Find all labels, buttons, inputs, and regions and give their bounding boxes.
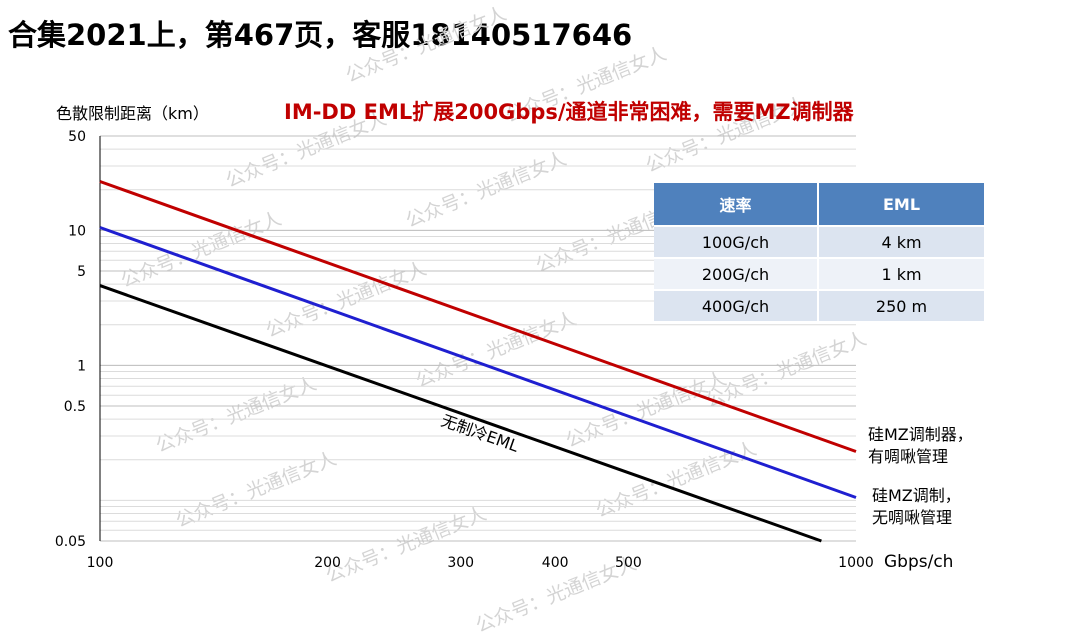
x-axis-label: Gbps/ch	[884, 552, 954, 572]
table-cell: 100G/ch	[654, 225, 819, 257]
y-tick-label: 0.05	[55, 534, 86, 550]
table-cell: 250 m	[819, 289, 984, 321]
series-line-black	[99, 284, 822, 543]
x-tick-label: 200	[314, 555, 341, 571]
y-tick-label: 5	[77, 264, 86, 280]
series-line-blue	[99, 226, 857, 499]
table-cell: 200G/ch	[654, 257, 819, 289]
series-label-line: 有啁啾管理	[868, 447, 949, 466]
series-label-red: 硅MZ调制器， 有啁啾管理	[868, 424, 973, 468]
x-tick-label: 500	[615, 555, 642, 571]
table-cell: 1 km	[819, 257, 984, 289]
table-cell: 400G/ch	[654, 289, 819, 321]
table-row: 400G/ch 250 m	[654, 289, 984, 321]
table-cell: 4 km	[819, 225, 984, 257]
table-header-cell: 速率	[654, 183, 819, 225]
chart-title: IM-DD EML扩展200Gbps/通道非常困难，需要MZ调制器	[284, 100, 854, 124]
x-tick-label: 300	[447, 555, 474, 571]
y-tick-label: 0.5	[64, 399, 86, 415]
table-row: 200G/ch 1 km	[654, 257, 984, 289]
x-tick-label: 100	[87, 555, 114, 571]
series-label-line: 硅MZ调制，	[872, 486, 961, 505]
series-label-black: 无制冷EML	[439, 411, 522, 456]
table-header-row: 速率 EML	[654, 183, 984, 225]
table-row: 100G/ch 4 km	[654, 225, 984, 257]
series-label-line: 硅MZ调制器，	[868, 425, 973, 444]
page-header-title: 合集2021上，第467页，客服18140517646	[8, 18, 633, 52]
x-tick-label: 1000	[838, 555, 874, 571]
y-tick-label: 10	[68, 223, 86, 239]
y-tick-label: 1	[77, 358, 86, 374]
series-label-line: 无啁啾管理	[872, 508, 953, 527]
series-line-red	[99, 180, 857, 453]
y-tick-label: 50	[68, 129, 86, 145]
y-axis-label: 色散限制距离（km）	[56, 104, 209, 123]
table-header-cell: EML	[819, 183, 984, 225]
series-label-blue: 硅MZ调制， 无啁啾管理	[872, 485, 961, 529]
x-tick-label: 400	[542, 555, 569, 571]
eml-reach-table: 速率 EML 100G/ch 4 km 200G/ch 1 km 400G/ch…	[654, 183, 984, 321]
chart-plot: 0.05 0.5 1 5 10 50 100 200 300 400 500 1000 无制冷EML	[55, 129, 874, 571]
